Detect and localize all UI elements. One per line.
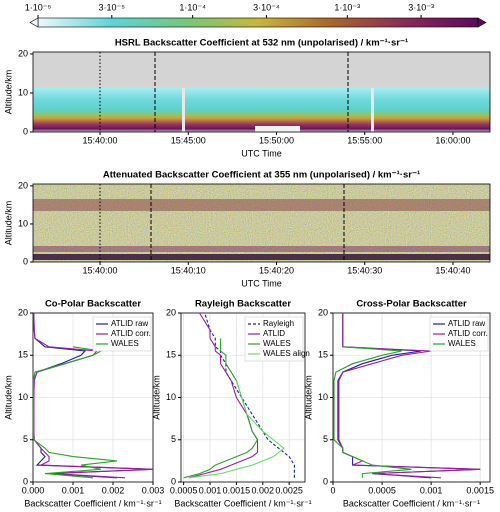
x-axis-label: UTC Time — [241, 148, 282, 158]
legend-label: ATLID corr. — [448, 329, 488, 338]
legend-label: WALES — [448, 339, 476, 348]
colorbar-extend — [477, 17, 487, 28]
x-tick-label: 15:40:40 — [435, 265, 470, 275]
colorbar-tick-label: 1·10⁻³ — [334, 2, 360, 12]
y-axis-label: Altitude/km — [303, 375, 313, 420]
x-tick-label: 0.0005 — [170, 485, 198, 495]
y-tick-label: 15 — [166, 350, 176, 360]
x-axis-label: Backscatter Coefficient / km⁻¹·sr⁻¹ — [174, 498, 311, 508]
x-axis-label: UTC Time — [241, 278, 282, 288]
y-tick-label: 20 — [318, 307, 328, 317]
legend-label: ATLID raw — [111, 319, 148, 328]
series-line — [183, 338, 259, 479]
y-tick-label: 0 — [323, 476, 328, 486]
colorbar-tick-label: 3·10⁻⁴ — [253, 2, 280, 12]
hsrl-image — [33, 52, 490, 132]
legend-label: WALES align — [263, 349, 310, 358]
x-tick-label: 0 — [330, 485, 335, 495]
plot-frame — [32, 51, 491, 133]
y-tick-label: 20 — [18, 180, 28, 190]
y-tick-label: 0 — [171, 476, 176, 486]
y-tick-label: 10 — [318, 392, 328, 402]
y-tick-label: 0 — [23, 126, 28, 136]
x-tick-label: 15:45:00 — [171, 135, 206, 145]
colorbar-tick-label: 1·10⁻⁴ — [179, 2, 206, 12]
x-tick-label: 15:40:10 — [171, 265, 206, 275]
colorbar — [37, 17, 479, 28]
colorbar-tick-label: 3·10⁻³ — [408, 2, 434, 12]
x-tick-label: 0.001 — [199, 485, 222, 495]
colorbar-tick-label: 1·10⁻⁵ — [25, 2, 52, 12]
series-line — [188, 380, 285, 479]
x-tick-label: 15:40:30 — [347, 265, 382, 275]
y-tick-label: 20 — [18, 48, 28, 58]
chart-title: Rayleigh Backscatter — [195, 299, 291, 310]
plot-frame — [32, 183, 491, 263]
series-line — [333, 346, 412, 478]
x-tick-label: 0.001 — [420, 485, 443, 495]
legend-label: ATLID — [263, 329, 285, 338]
y-axis-label: Altitude/km — [151, 375, 161, 420]
x-tick-label: 15:55:00 — [347, 135, 382, 145]
x-axis-label: Backscatter Coefficient / km⁻¹·sr⁻¹ — [24, 498, 161, 508]
legend-label: WALES — [111, 339, 139, 348]
x-tick-label: 0.001 — [62, 485, 85, 495]
colorbar-extend — [29, 17, 39, 28]
x-tick-label: 16:00:00 — [435, 135, 470, 145]
y-axis-label: Altitude/km — [3, 70, 13, 115]
x-tick-label: 0.0015 — [223, 485, 251, 495]
y-tick-label: 10 — [18, 87, 28, 97]
y-tick-label: 15 — [318, 350, 328, 360]
y-tick-label: 15 — [18, 350, 28, 360]
x-tick-label: 0.003 — [142, 485, 165, 495]
y-tick-label: 10 — [18, 392, 28, 402]
legend-label: Rayleigh — [263, 319, 294, 328]
x-tick-label: 0.0015 — [466, 485, 494, 495]
y-tick-label: 10 — [166, 392, 176, 402]
series-line — [338, 313, 481, 479]
y-tick-label: 5 — [171, 434, 176, 444]
plot-frame — [180, 312, 306, 483]
legend-label: ATLID corr. — [111, 329, 151, 338]
plot-frame — [332, 312, 491, 483]
y-tick-label: 5 — [23, 434, 28, 444]
y-tick-label: 20 — [18, 307, 28, 317]
y-axis-label: Altitude/km — [3, 375, 13, 420]
y-tick-label: 5 — [323, 434, 328, 444]
x-tick-label: 15:50:00 — [259, 135, 294, 145]
legend-label: ATLID raw — [448, 319, 485, 328]
atb-image — [33, 184, 490, 262]
y-axis-label: Altitude/km — [3, 201, 13, 246]
x-tick-label: 0.0025 — [275, 485, 303, 495]
x-tick-label: 0.000 — [22, 485, 45, 495]
y-tick-label: 10 — [18, 218, 28, 228]
legend-label: WALES — [263, 339, 291, 348]
y-tick-label: 20 — [166, 307, 176, 317]
chart-title: Co-Polar Backscatter — [45, 299, 141, 310]
x-tick-label: 15:40:20 — [259, 265, 294, 275]
x-tick-label: 15:40:00 — [83, 265, 118, 275]
series-line — [32, 346, 118, 479]
chart-title: Cross-Polar Backscatter — [356, 299, 467, 310]
x-tick-label: 15:40:00 — [83, 135, 118, 145]
chart-title: HSRL Backscatter Coefficient at 532 nm (… — [115, 38, 408, 49]
y-tick-label: 0 — [23, 256, 28, 266]
x-axis-label: Backscatter Coefficient / km⁻¹·sr⁻¹ — [343, 498, 480, 508]
chart-title: Attenuated Backscatter Coefficient at 35… — [103, 170, 420, 181]
colorbar-tick-label: 3·10⁻⁵ — [99, 2, 126, 12]
y-tick-label: 0 — [23, 476, 28, 486]
x-tick-label: 0.0005 — [368, 485, 396, 495]
x-tick-label: 0.002 — [252, 485, 275, 495]
series-line — [204, 312, 295, 478]
x-tick-label: 0.002 — [102, 485, 125, 495]
